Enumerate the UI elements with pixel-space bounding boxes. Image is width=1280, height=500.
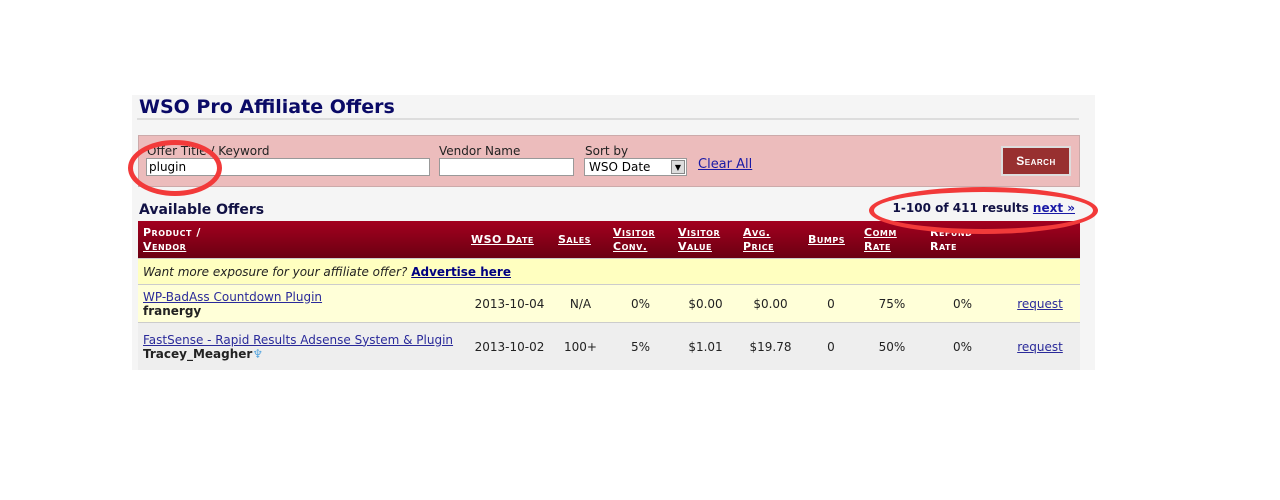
sort-label: Sort by (585, 144, 629, 158)
ad-text: Want more exposure for your affiliate of… (143, 264, 408, 279)
vendor-input[interactable] (439, 158, 574, 176)
advertise-link[interactable]: Advertise here (411, 264, 511, 279)
ad-row: Want more exposure for your affiliate of… (138, 258, 1080, 285)
request-link[interactable]: request (1017, 339, 1063, 354)
table-header: Product / Vendor WSO Date Sales Visitor Co… (138, 221, 1080, 259)
search-button[interactable]: Search (1001, 146, 1071, 176)
visitor-conv: 5% (608, 322, 673, 370)
col-sales[interactable]: Sales (553, 221, 608, 259)
chevron-down-icon[interactable]: ▼ (671, 160, 685, 174)
table-row: WP-BadAss Countdown Plugin franergy 2013-… (138, 284, 1080, 323)
page-title: WSO Pro Affiliate Offers (139, 96, 395, 118)
refund-rate: 0% (925, 284, 1000, 323)
col-visitor-conv[interactable]: Visitor Conv. (608, 221, 673, 259)
vendor-label: Vendor Name (439, 144, 521, 158)
col-wso-date[interactable]: WSO Date (466, 221, 553, 259)
visitor-value: $0.00 (673, 284, 738, 323)
sort-select[interactable]: WSO Date ▼ (584, 158, 687, 176)
visitor-value: $1.01 (673, 322, 738, 370)
col-bumps[interactable]: Bumps (803, 221, 859, 259)
annotation-circle-keyword (128, 140, 222, 196)
vendor-name: Tracey_Meagher (143, 346, 253, 361)
wso-date: 2013-10-02 (466, 322, 553, 370)
vendor-name: franergy (143, 303, 202, 318)
col-product[interactable]: Product / Vendor (138, 221, 466, 259)
sort-value: WSO Date (589, 160, 651, 174)
visitor-conv: 0% (608, 284, 673, 323)
product-link[interactable]: WP-BadAss Countdown Plugin (143, 289, 323, 304)
request-link[interactable]: request (1017, 296, 1063, 311)
section-heading: Available Offers (139, 202, 265, 218)
col-visitor-value[interactable]: Visitor Value (673, 221, 738, 259)
avg-price: $0.00 (738, 284, 803, 323)
divider (137, 118, 1079, 120)
comm-rate: 75% (859, 284, 925, 323)
wso-date: 2013-10-04 (466, 284, 553, 323)
refund-rate: 0% (925, 322, 1000, 370)
bumps: 0 (803, 284, 859, 323)
product-link[interactable]: FastSense - Rapid Results Adsense System… (143, 332, 454, 347)
sales: N/A (553, 284, 608, 323)
medal-icon: ♆ (252, 346, 264, 361)
clear-all-link[interactable]: Clear All (698, 157, 753, 172)
table-row: FastSense - Rapid Results Adsense System… (138, 322, 1080, 370)
search-form: Offer Title / Keyword Vendor Name Sort b… (138, 135, 1080, 187)
col-avg-price[interactable]: Avg. Price (738, 221, 803, 259)
offers-table: Product / Vendor WSO Date Sales Visitor Co… (138, 221, 1080, 370)
annotation-circle-results (869, 187, 1098, 234)
offers-panel: WSO Pro Affiliate Offers Offer Title / K… (132, 95, 1095, 370)
comm-rate: 50% (859, 322, 925, 370)
avg-price: $19.78 (738, 322, 803, 370)
sales: 100+ (553, 322, 608, 370)
bumps: 0 (803, 322, 859, 370)
